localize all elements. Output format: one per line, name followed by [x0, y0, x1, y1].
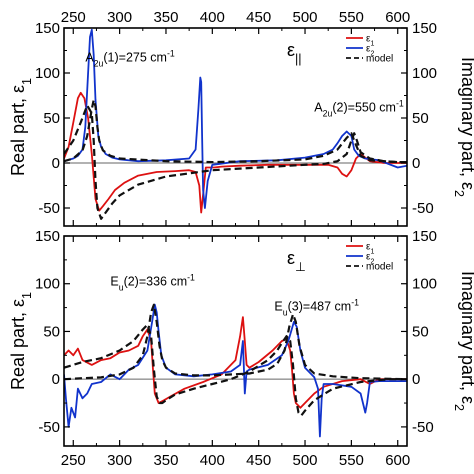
- plot-frame: [63, 235, 408, 447]
- y-tick-label-left: -50: [38, 200, 60, 217]
- y-tick-label-left: 150: [35, 20, 60, 37]
- series-line-2-1: [64, 28, 407, 209]
- x-tick-label-bottom: 400: [200, 452, 225, 469]
- y-axis-title-left: Real part, ε1: [8, 292, 34, 390]
- y-tick-label-right: 50: [412, 323, 429, 340]
- series-line-1-0: [64, 91, 407, 214]
- x-tick-label-top: 550: [339, 9, 364, 26]
- legend-label: model: [366, 262, 393, 273]
- series-group: [64, 28, 407, 220]
- y-tick-label-left: -50: [38, 419, 60, 436]
- legend-label: ε2: [366, 252, 374, 266]
- series-line-model-2: [64, 323, 407, 417]
- x-tick-label-top: 450: [246, 9, 271, 26]
- y-tick-label-left: 50: [43, 323, 60, 340]
- x-tick-label-top: 600: [385, 9, 410, 26]
- y-tick-label-left: 100: [35, 276, 60, 293]
- y-axis-title-right-group: Imaginary part, ε2: [452, 57, 474, 197]
- legend-title: ε||: [287, 40, 302, 66]
- y-tick-label-left: 100: [35, 65, 60, 82]
- y-tick-label-left: 0: [52, 155, 60, 172]
- y-tick-label-right: -50: [412, 200, 434, 217]
- y-axis-title-left-group: Real part, ε1: [8, 78, 34, 176]
- x-tick-label-top: 350: [153, 9, 178, 26]
- x-tick-label-bottom: 450: [246, 452, 271, 469]
- y-axis-title-left: Real part, ε1: [8, 78, 34, 176]
- y-axis-title-right-group: Imaginary part, ε2: [452, 271, 474, 411]
- y-tick-label-right: 150: [412, 20, 437, 37]
- legend-label: model: [366, 54, 393, 65]
- x-tick-label-top: 500: [293, 9, 318, 26]
- x-tick-label-top: 250: [61, 9, 86, 26]
- panel-bottom: -50 -50 0 0 50 50 100 100 150 150 250 300 350 400 450 5…: [8, 228, 474, 469]
- x-tick-label-bottom: 250: [61, 452, 86, 469]
- x-tick-label-bottom: 350: [153, 452, 178, 469]
- y-tick-label-right: 100: [412, 65, 437, 82]
- peak-annotation: A2u(1)=275 cm-1: [85, 48, 175, 68]
- y-tick-label-left: 150: [35, 228, 60, 245]
- peak-annotation: Eu(2)=336 cm-1: [110, 273, 195, 293]
- y-tick-label-right: 100: [412, 276, 437, 293]
- y-tick-label-right: -50: [412, 419, 434, 436]
- series-line-2-1: [64, 303, 407, 438]
- series-line-model-3: [64, 303, 407, 381]
- x-tick-label-bottom: 550: [339, 452, 364, 469]
- peak-annotation: Eu(3)=487 cm-1: [274, 297, 359, 317]
- y-axis-title-right: Imaginary part, ε2: [452, 57, 474, 197]
- x-tick-label-bottom: 600: [385, 452, 410, 469]
- x-tick-label-top: 400: [200, 9, 225, 26]
- legend-label: ε1: [366, 242, 374, 256]
- y-tick-label-right: 150: [412, 228, 437, 245]
- series-group: [64, 303, 407, 438]
- legend-label: ε2: [366, 44, 374, 58]
- x-tick-label-bottom: 500: [293, 452, 318, 469]
- peak-annotation: A2u(2)=550 cm-1: [314, 99, 404, 119]
- y-tick-label-right: 0: [412, 371, 420, 388]
- y-tick-label-right: 0: [412, 155, 420, 172]
- y-axis-title-left-group: Real part, ε1: [8, 292, 34, 390]
- y-tick-label-left: 50: [43, 110, 60, 127]
- y-tick-label-right: 50: [412, 110, 429, 127]
- x-tick-label-bottom: 300: [107, 452, 132, 469]
- series-line-model-3: [64, 98, 407, 164]
- legend-title: ε⊥: [287, 248, 306, 274]
- series-line-1-0: [64, 316, 407, 409]
- legend-label: ε1: [366, 34, 374, 48]
- y-tick-label-left: 0: [52, 371, 60, 388]
- y-axis-title-right: Imaginary part, ε2: [452, 271, 474, 411]
- x-tick-label-top: 300: [107, 9, 132, 26]
